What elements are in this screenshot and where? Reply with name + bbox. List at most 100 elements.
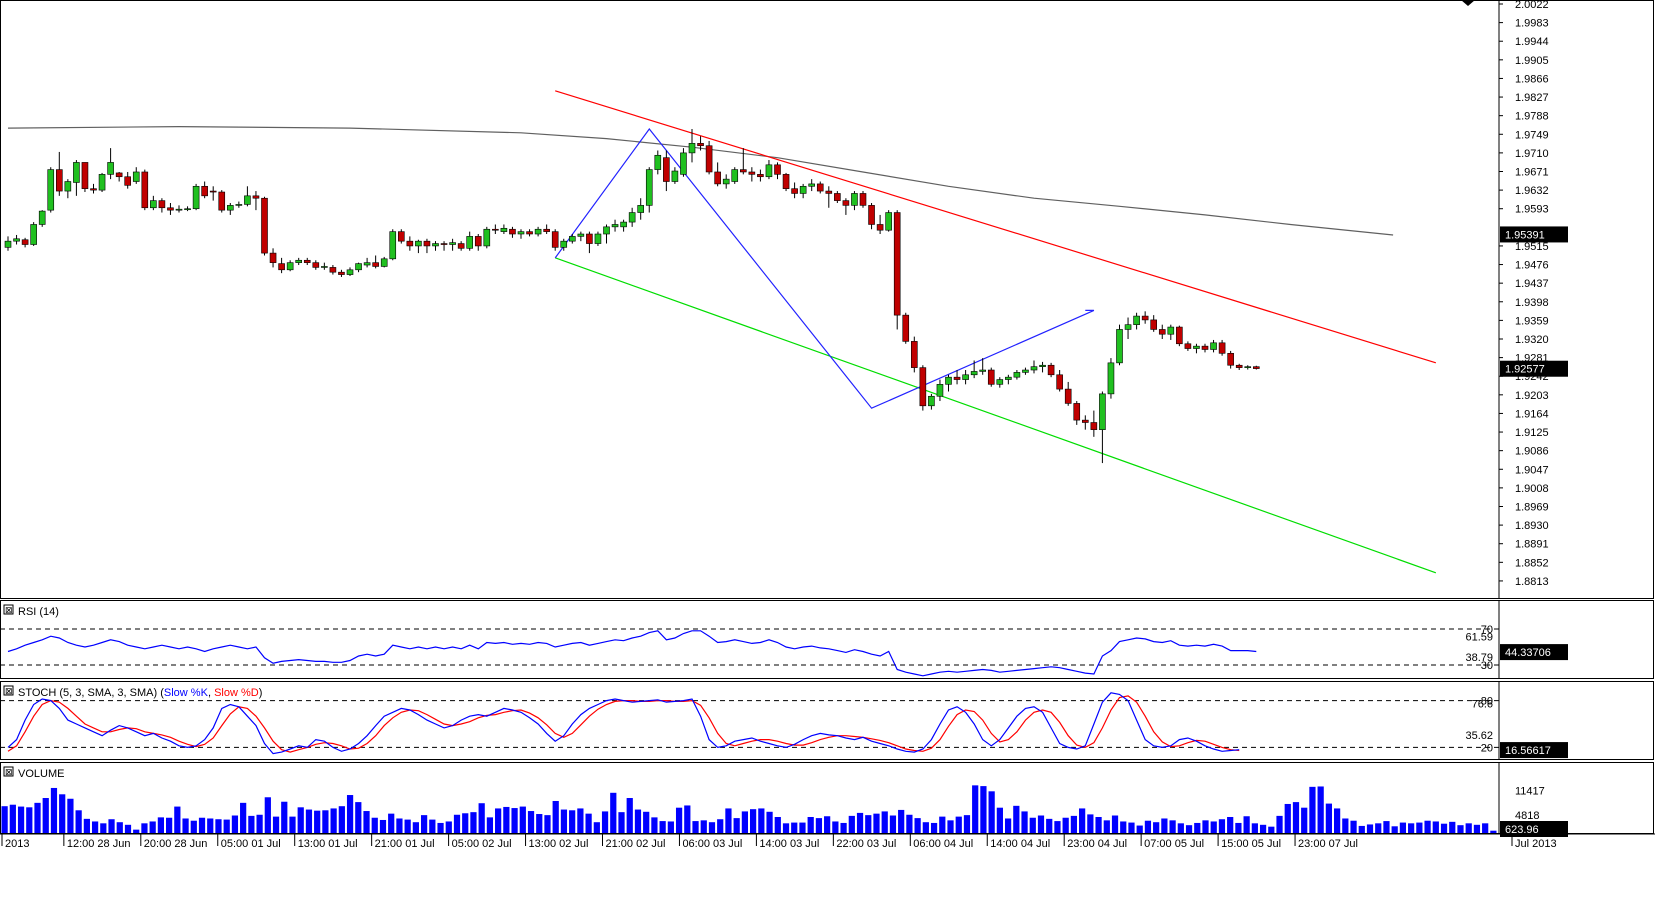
volume-bar[interactable]	[922, 822, 929, 833]
volume-bar[interactable]	[889, 815, 897, 833]
candle[interactable]	[799, 185, 807, 194]
candle[interactable]	[731, 169, 739, 182]
volume-bar[interactable]	[1079, 808, 1086, 833]
candle[interactable]	[722, 178, 730, 185]
candle[interactable]	[928, 395, 935, 407]
volume-bar[interactable]	[1473, 824, 1481, 833]
candle[interactable]	[970, 371, 978, 376]
candle[interactable]	[859, 193, 867, 206]
volume-bar[interactable]	[914, 818, 921, 833]
volume-bar[interactable]	[1366, 824, 1374, 833]
candle[interactable]	[4, 240, 12, 248]
volume-bar[interactable]	[832, 821, 839, 833]
volume-bar[interactable]	[972, 785, 979, 833]
candle[interactable]	[1030, 366, 1038, 371]
volume-bar[interactable]	[1408, 823, 1415, 833]
volume-bar[interactable]	[717, 819, 724, 833]
candle[interactable]	[227, 205, 234, 211]
candle[interactable]	[81, 162, 89, 189]
volume-bar[interactable]	[692, 821, 699, 833]
candle[interactable]	[1107, 362, 1115, 395]
volume-bar[interactable]	[618, 812, 625, 833]
candle[interactable]	[406, 240, 414, 247]
volume-bar[interactable]	[1490, 830, 1497, 833]
candle[interactable]	[141, 171, 149, 209]
candle[interactable]	[757, 174, 764, 178]
candle[interactable]	[1039, 364, 1046, 367]
candle[interactable]	[303, 259, 311, 263]
volume-bar[interactable]	[1292, 802, 1300, 833]
candle[interactable]	[209, 190, 217, 193]
volume-bar[interactable]	[1, 806, 8, 833]
volume-bar[interactable]	[1482, 823, 1489, 833]
volume-bar[interactable]	[91, 821, 99, 833]
candle[interactable]	[1244, 366, 1252, 368]
volume-bar[interactable]	[503, 806, 510, 833]
volume-bar[interactable]	[1457, 825, 1464, 833]
candle[interactable]	[466, 236, 474, 249]
volume-bar[interactable]	[930, 822, 938, 833]
candle[interactable]	[244, 195, 251, 205]
volume-bar[interactable]	[881, 811, 888, 833]
candle[interactable]	[739, 169, 747, 173]
candle[interactable]	[415, 240, 422, 247]
candle[interactable]	[953, 376, 961, 380]
volume-bar[interactable]	[1087, 814, 1094, 833]
volume-bar[interactable]	[116, 822, 123, 833]
volume-bar[interactable]	[190, 820, 197, 833]
volume-bar[interactable]	[215, 819, 222, 833]
candle[interactable]	[586, 233, 593, 244]
volume-bar[interactable]	[396, 818, 403, 833]
volume-bar[interactable]	[569, 810, 576, 833]
candle[interactable]	[278, 263, 285, 271]
volume-bar[interactable]	[1243, 816, 1250, 833]
volume-bar[interactable]	[478, 803, 485, 833]
candle[interactable]	[996, 379, 1004, 385]
volume-bar[interactable]	[651, 817, 658, 833]
volume-bar[interactable]	[1317, 786, 1324, 833]
candle[interactable]	[509, 228, 516, 235]
candle[interactable]	[474, 236, 482, 247]
volume-bar[interactable]	[256, 814, 263, 833]
candle[interactable]	[1201, 345, 1209, 350]
candle[interactable]	[987, 369, 995, 385]
volume-bar[interactable]	[1185, 825, 1193, 833]
candle[interactable]	[1218, 342, 1226, 354]
candle[interactable]	[1176, 326, 1183, 345]
volume-bar[interactable]	[601, 811, 609, 833]
candle[interactable]	[235, 204, 243, 206]
volume-bar[interactable]	[1375, 823, 1382, 833]
candle[interactable]	[13, 238, 20, 242]
volume-bar[interactable]	[9, 804, 16, 833]
volume-bar[interactable]	[445, 821, 452, 833]
volume-bar[interactable]	[1449, 821, 1456, 833]
volume-bar[interactable]	[1465, 823, 1472, 833]
volume-bar[interactable]	[963, 815, 971, 833]
volume-bar[interactable]	[314, 810, 321, 833]
candle[interactable]	[936, 384, 944, 397]
volume-bar[interactable]	[166, 817, 173, 833]
volume-bar[interactable]	[840, 822, 847, 833]
candle[interactable]	[594, 233, 602, 244]
candle[interactable]	[714, 171, 721, 185]
volume-bar[interactable]	[782, 823, 790, 833]
volume-bar[interactable]	[429, 819, 436, 833]
candle[interactable]	[654, 154, 662, 170]
candle[interactable]	[397, 231, 405, 242]
volume-bar[interactable]	[1391, 826, 1398, 833]
candle[interactable]	[269, 252, 277, 263]
volume-bar[interactable]	[807, 816, 814, 833]
candle[interactable]	[979, 369, 987, 372]
candle[interactable]	[902, 314, 910, 342]
candle[interactable]	[1090, 422, 1098, 430]
volume-bar[interactable]	[388, 813, 395, 833]
volume-bar[interactable]	[495, 808, 502, 833]
candle[interactable]	[1013, 372, 1021, 378]
candle[interactable]	[355, 263, 362, 271]
volume-bar[interactable]	[157, 817, 165, 833]
volume-bar[interactable]	[67, 798, 74, 833]
candle[interactable]	[158, 200, 166, 209]
volume-bar[interactable]	[207, 818, 214, 833]
candle[interactable]	[295, 259, 303, 263]
volume-bar[interactable]	[264, 797, 271, 833]
